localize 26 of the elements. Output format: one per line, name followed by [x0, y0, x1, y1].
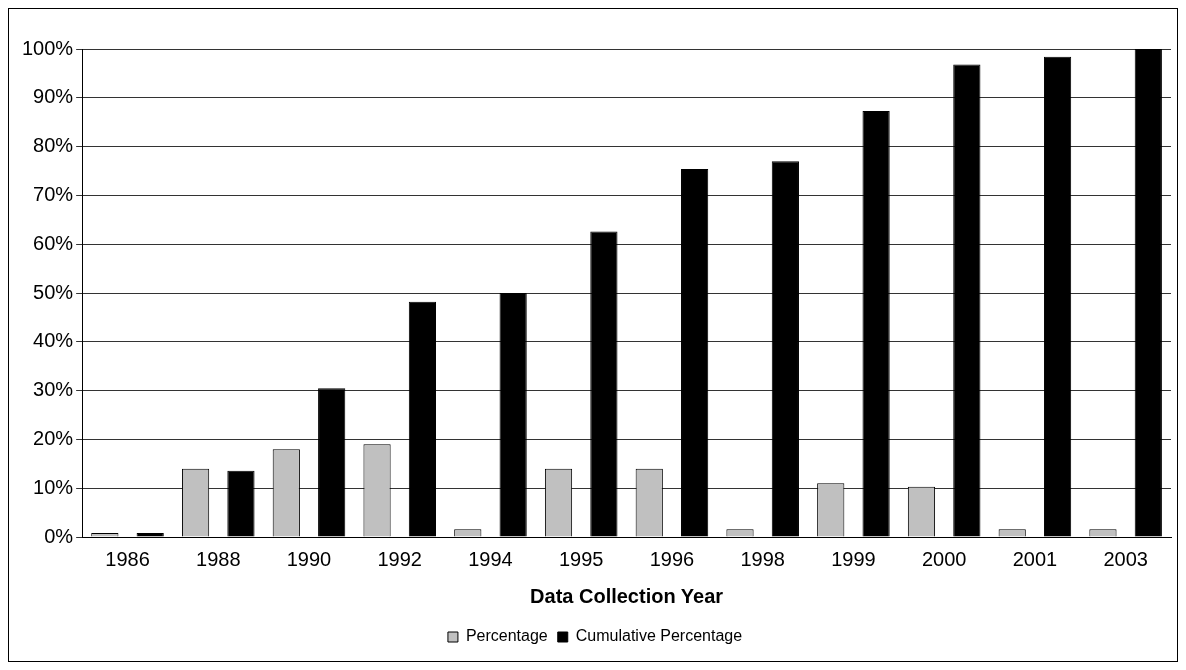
x-tick-label: 1992 [377, 547, 422, 570]
x-tick-label: 1986 [105, 547, 150, 570]
y-tick-label: 80% [33, 134, 74, 157]
x-tick-label: 1998 [740, 547, 785, 570]
y-tick-label: 90% [33, 85, 74, 108]
x-tick-label: 2001 [1012, 547, 1058, 570]
x-tick-label: 2000 [921, 547, 967, 570]
x-tick-label: 1999 [831, 547, 876, 570]
y-tick-label: 20% [33, 426, 74, 449]
x-tick-label: 1990 [286, 547, 332, 570]
legend-label: Cumulative Percentage [575, 627, 743, 645]
x-tick-label: 1994 [468, 547, 513, 570]
y-tick-label: 50% [33, 280, 74, 303]
y-tick-label: 0% [44, 524, 74, 547]
y-tick-label: 70% [33, 182, 74, 205]
y-tick-label: 60% [33, 231, 74, 254]
x-tick-label: 2003 [1103, 547, 1148, 570]
x-axis-title: Data Collection Year [530, 584, 724, 607]
y-tick-label: 10% [33, 475, 74, 498]
y-tick-label: 100% [22, 36, 74, 59]
x-tick-label: 1988 [196, 547, 241, 570]
x-tick-label: 1996 [649, 547, 695, 570]
x-tick-label: 1995 [558, 547, 604, 570]
legend-label: Percentage [465, 627, 548, 645]
y-tick-label: 40% [33, 329, 74, 352]
y-tick-label: 30% [33, 378, 74, 401]
